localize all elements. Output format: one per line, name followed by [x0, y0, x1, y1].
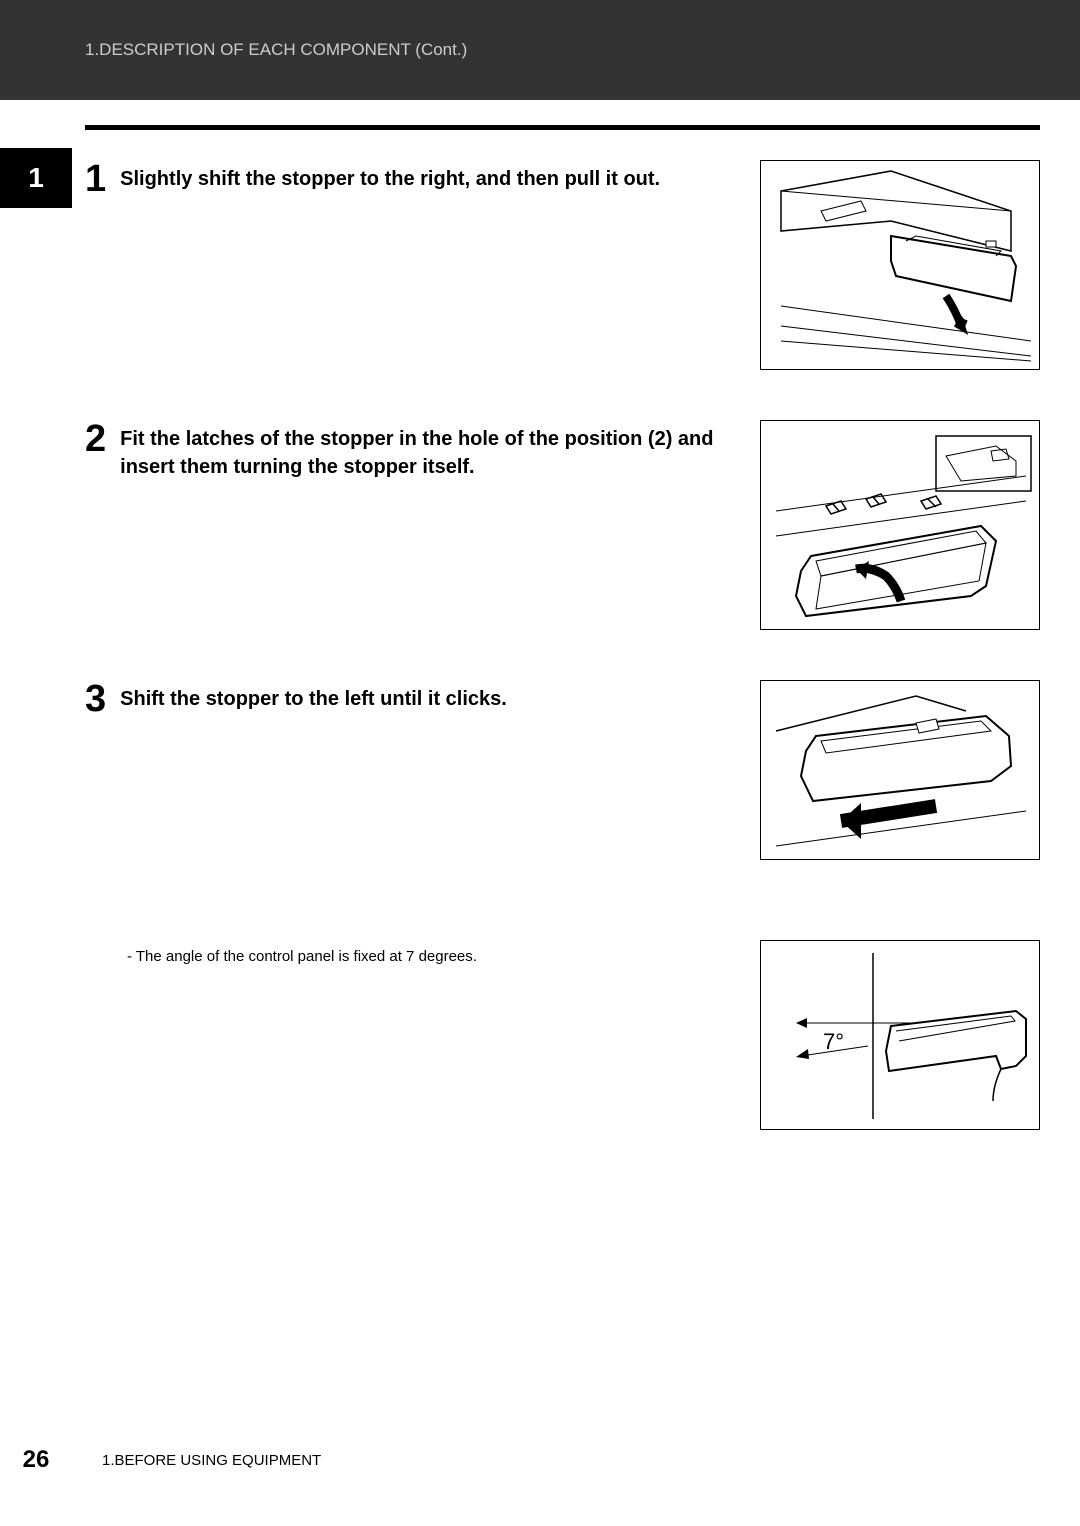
page-number: 26 [0, 1446, 72, 1474]
chapter-number: 1 [28, 162, 44, 194]
note-row: - The angle of the control panel is fixe… [85, 940, 1040, 1155]
step-2-diagram [760, 420, 1040, 630]
step-3-text-col: Shift the stopper to the left until it c… [120, 680, 760, 713]
footer: 26 1.BEFORE USING EQUIPMENT [0, 1446, 321, 1474]
step-2: 2 Fit the latches of the stopper in the … [85, 420, 1040, 635]
content-area: 1 Slightly shift the stopper to the righ… [85, 125, 1040, 1200]
header-section-title: 1.DESCRIPTION OF EACH COMPONENT (Cont.) [85, 40, 467, 60]
step-3: 3 Shift the stopper to the left until it… [85, 680, 1040, 895]
step-3-diagram [760, 680, 1040, 860]
note-text-col: - The angle of the control panel is fixe… [85, 940, 760, 965]
step-2-text: Fit the latches of the stopper in the ho… [120, 420, 740, 481]
angle-diagram: 7° [760, 940, 1040, 1130]
chapter-tab: 1 [0, 148, 72, 208]
step-1-text-col: Slightly shift the stopper to the right,… [120, 160, 760, 193]
note-text: - The angle of the control panel is fixe… [127, 948, 740, 965]
step-3-text: Shift the stopper to the left until it c… [120, 680, 740, 713]
footer-chapter-title: 1.BEFORE USING EQUIPMENT [102, 1452, 321, 1469]
step-2-text-col: Fit the latches of the stopper in the ho… [120, 420, 760, 481]
step-1: 1 Slightly shift the stopper to the righ… [85, 160, 1040, 375]
step-1-number: 1 [85, 160, 106, 198]
header-bar: 1.DESCRIPTION OF EACH COMPONENT (Cont.) [0, 0, 1080, 100]
angle-label: 7° [823, 1029, 844, 1054]
step-1-diagram [760, 160, 1040, 370]
step-1-text: Slightly shift the stopper to the right,… [120, 160, 740, 193]
step-3-number: 3 [85, 680, 106, 718]
step-2-number: 2 [85, 420, 106, 458]
